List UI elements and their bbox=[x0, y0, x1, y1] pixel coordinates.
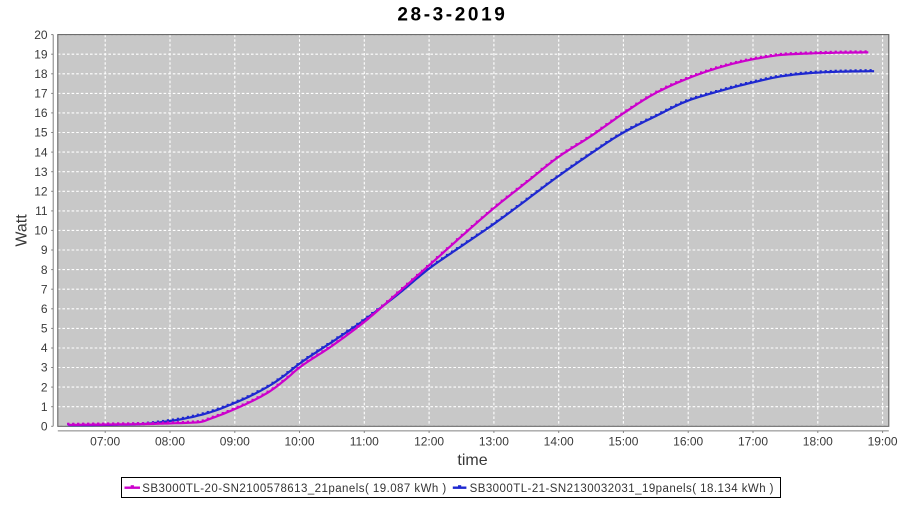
svg-text:0: 0 bbox=[41, 420, 48, 434]
svg-text:19:00: 19:00 bbox=[868, 435, 898, 449]
svg-text:18:00: 18:00 bbox=[803, 435, 833, 449]
svg-text:time: time bbox=[457, 452, 487, 469]
svg-text:Watt: Watt bbox=[14, 214, 31, 247]
svg-text:15:00: 15:00 bbox=[608, 435, 638, 449]
svg-text:3: 3 bbox=[41, 361, 48, 375]
svg-text:20: 20 bbox=[34, 28, 48, 42]
svg-text:2: 2 bbox=[41, 380, 48, 394]
svg-text:8: 8 bbox=[41, 263, 48, 277]
svg-text:9: 9 bbox=[41, 243, 48, 257]
svg-text:14:00: 14:00 bbox=[544, 435, 574, 449]
svg-text:7: 7 bbox=[41, 282, 48, 296]
svg-text:17:00: 17:00 bbox=[738, 435, 768, 449]
svg-text:13:00: 13:00 bbox=[479, 435, 509, 449]
svg-text:10: 10 bbox=[34, 224, 48, 238]
svg-text:10:00: 10:00 bbox=[284, 435, 314, 449]
svg-text:12:00: 12:00 bbox=[414, 435, 444, 449]
svg-text:5: 5 bbox=[41, 322, 48, 336]
svg-text:14: 14 bbox=[34, 145, 48, 159]
svg-text:18: 18 bbox=[34, 67, 48, 81]
svg-text:16: 16 bbox=[34, 106, 48, 120]
svg-text:12: 12 bbox=[34, 185, 48, 199]
svg-text:08:00: 08:00 bbox=[155, 435, 185, 449]
svg-text:13: 13 bbox=[34, 165, 48, 179]
svg-text:19: 19 bbox=[34, 47, 48, 61]
svg-text:SB3000TL-20-SN2100578613_21pan: SB3000TL-20-SN2100578613_21panels( 19.08… bbox=[142, 483, 446, 495]
svg-text:11:00: 11:00 bbox=[350, 435, 379, 449]
svg-text:4: 4 bbox=[41, 341, 48, 355]
svg-text:07:00: 07:00 bbox=[90, 435, 120, 449]
svg-text:11: 11 bbox=[35, 204, 48, 218]
svg-text:17: 17 bbox=[34, 87, 48, 101]
svg-text:16:00: 16:00 bbox=[673, 435, 703, 449]
svg-text:15: 15 bbox=[34, 126, 48, 140]
svg-text:SB3000TL-21-SN2130032031_19pan: SB3000TL-21-SN2130032031_19panels( 18.13… bbox=[470, 483, 774, 495]
svg-text:1: 1 bbox=[41, 400, 48, 414]
svg-text:28-3-2019: 28-3-2019 bbox=[397, 4, 507, 25]
svg-text:6: 6 bbox=[41, 302, 48, 316]
svg-text:09:00: 09:00 bbox=[220, 435, 250, 449]
